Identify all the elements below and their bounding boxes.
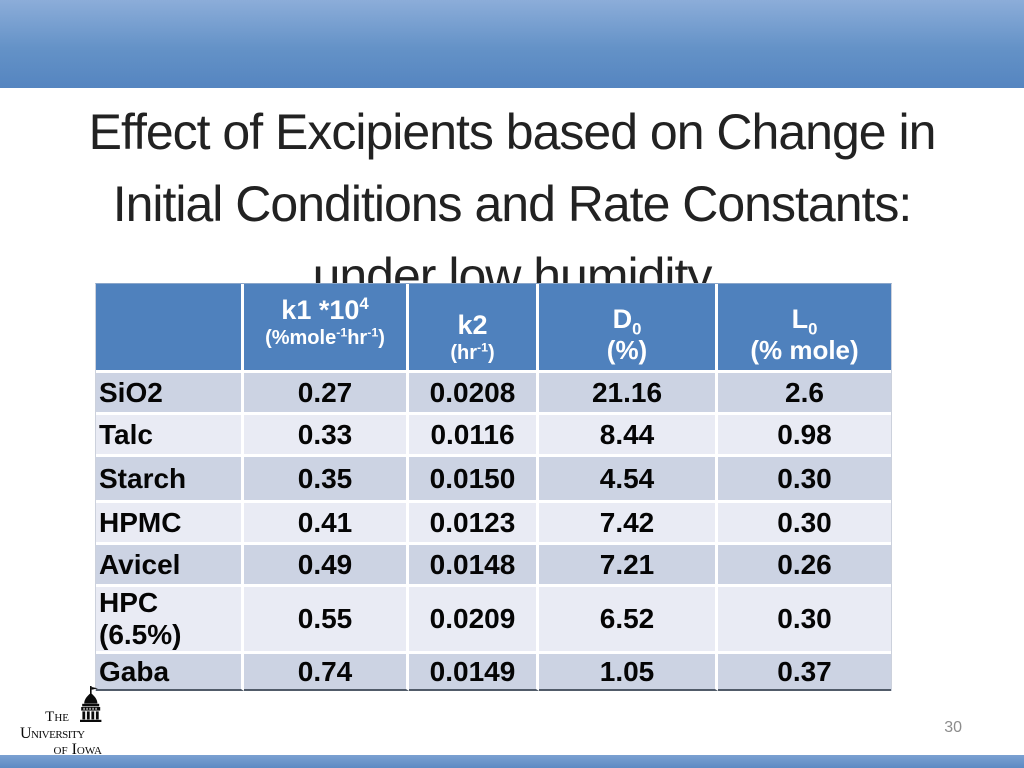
cell-d0: 4.54 (539, 457, 718, 503)
table-row: HPC (6.5%) 0.55 0.0209 6.52 0.30 (96, 587, 891, 654)
slide-page-number: 30 (944, 719, 962, 736)
logo-text-university: University (20, 725, 85, 742)
cell-l0: 0.37 (718, 654, 891, 691)
cell-l0: 0.30 (718, 587, 891, 654)
cell-k2: 0.0208 (409, 373, 539, 415)
header-k1: k1 *104 (%mole-1hr-1) (244, 284, 409, 373)
row-label: SiO2 (96, 373, 244, 415)
logo-text-the: The (45, 709, 69, 725)
cell-k1: 0.74 (244, 654, 409, 691)
header-d0: D0 (%) (539, 284, 718, 373)
cell-d0: 21.16 (539, 373, 718, 415)
cell-k2: 0.0148 (409, 545, 539, 587)
cell-k2: 0.0149 (409, 654, 539, 691)
table-row: HPMC 0.41 0.0123 7.42 0.30 (96, 503, 891, 545)
table-row: Talc 0.33 0.0116 8.44 0.98 (96, 415, 891, 457)
row-label: Starch (96, 457, 244, 503)
cell-l0: 2.6 (718, 373, 891, 415)
cell-k2: 0.0123 (409, 503, 539, 545)
row-label: Avicel (96, 545, 244, 587)
cell-d0: 7.21 (539, 545, 718, 587)
row-label: Talc (96, 415, 244, 457)
title-line-2: Initial Conditions and Rate Constants: (112, 176, 913, 232)
table-header-row: k1 *104 (%mole-1hr-1) k2 (hr-1) D0 (%) (96, 284, 891, 373)
excipients-table: k1 *104 (%mole-1hr-1) k2 (hr-1) D0 (%) (95, 283, 892, 691)
row-label: HPMC (96, 503, 244, 545)
cell-k2: 0.0150 (409, 457, 539, 503)
cell-l0: 0.26 (718, 545, 891, 587)
cell-l0: 0.30 (718, 503, 891, 545)
bottom-banner (0, 755, 1024, 768)
cell-d0: 6.52 (539, 587, 718, 654)
table-row: Gaba 0.74 0.0149 1.05 0.37 (96, 654, 891, 691)
top-banner (0, 0, 1024, 88)
old-capitol-building-icon (80, 686, 102, 722)
logo-text-of-iowa: of Iowa (53, 741, 102, 758)
cell-k2: 0.0209 (409, 587, 539, 654)
header-blank-cell (96, 284, 244, 373)
university-of-iowa-logo: The (20, 686, 108, 758)
table-row: Avicel 0.49 0.0148 7.21 0.26 (96, 545, 891, 587)
table-row: Starch 0.35 0.0150 4.54 0.30 (96, 457, 891, 503)
header-k2: k2 (hr-1) (409, 284, 539, 373)
title-line-1: Effect of Excipients based on Change in (88, 104, 937, 160)
cell-k1: 0.49 (244, 545, 409, 587)
cell-k1: 0.33 (244, 415, 409, 457)
cell-k1: 0.55 (244, 587, 409, 654)
row-label: HPC (6.5%) (96, 587, 244, 654)
slide-title: Effect of Excipients based on Change in … (0, 96, 1024, 312)
table-row: SiO2 0.27 0.0208 21.16 2.6 (96, 373, 891, 415)
cell-k1: 0.41 (244, 503, 409, 545)
cell-k1: 0.27 (244, 373, 409, 415)
cell-l0: 0.98 (718, 415, 891, 457)
row-label: Gaba (96, 654, 244, 691)
cell-k1: 0.35 (244, 457, 409, 503)
cell-l0: 0.30 (718, 457, 891, 503)
cell-d0: 8.44 (539, 415, 718, 457)
cell-d0: 1.05 (539, 654, 718, 691)
header-l0: L0 (% mole) (718, 284, 891, 373)
cell-k2: 0.0116 (409, 415, 539, 457)
cell-d0: 7.42 (539, 503, 718, 545)
